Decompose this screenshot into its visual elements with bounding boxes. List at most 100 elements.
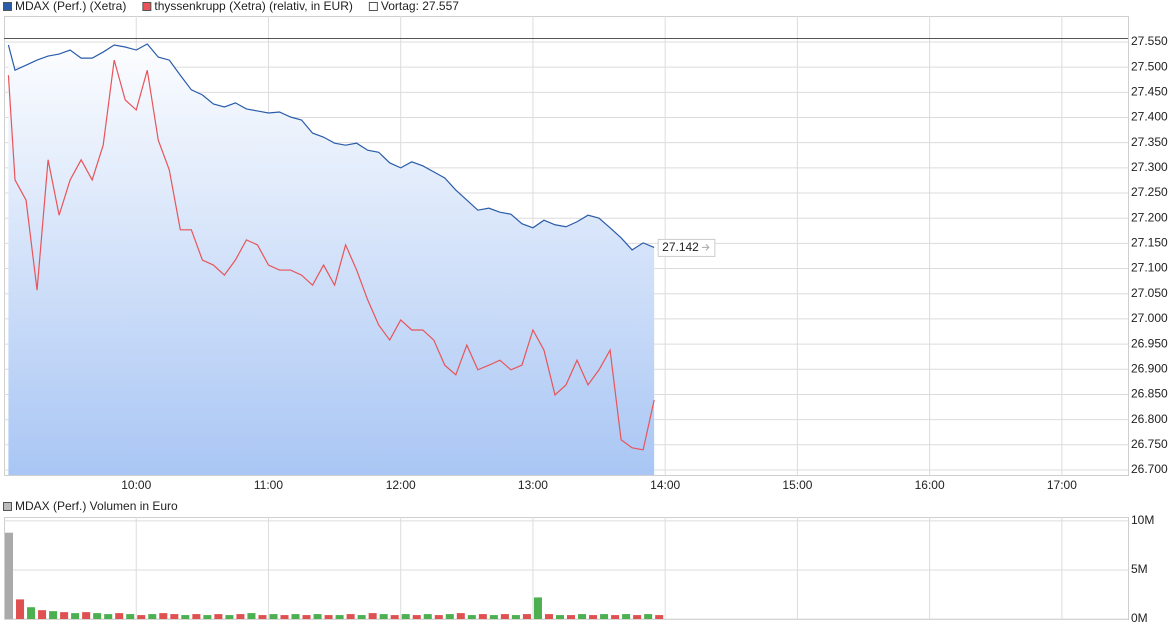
y-tick-label: 26.700 — [1131, 462, 1168, 476]
volume-bar — [82, 612, 91, 619]
volume-bar — [236, 614, 245, 619]
chart-title: MDAX (Perf.) Volumen in Euro — [15, 499, 178, 513]
volume-bar — [104, 614, 113, 619]
volume-bar — [126, 614, 135, 619]
y-tick-label: 27.300 — [1131, 160, 1168, 174]
volume-bar — [467, 615, 476, 619]
volume-bar — [269, 614, 278, 619]
area — [8, 43, 655, 475]
volume-bar — [555, 615, 564, 619]
volume-bar — [423, 614, 432, 619]
volume-bar — [533, 597, 542, 619]
volume-bar — [335, 615, 344, 619]
volume-bar — [16, 599, 25, 619]
volume-bar — [49, 611, 58, 619]
x-tick-label: 14:00 — [650, 478, 680, 492]
volume-bar — [412, 615, 421, 619]
y-tick-label: 27.100 — [1131, 261, 1168, 275]
line — [7, 43, 655, 251]
volume-bar — [511, 615, 520, 619]
volume-bar — [313, 614, 322, 619]
y-tick-label: 26.950 — [1131, 336, 1168, 350]
volume-bar — [401, 614, 410, 619]
volume-bar — [434, 615, 443, 619]
volume-bar — [203, 615, 212, 619]
y-tick-label: 27.350 — [1131, 135, 1168, 149]
volume-bar — [214, 614, 223, 619]
volume-bar — [578, 614, 587, 619]
x-tick-label: 16:00 — [915, 478, 945, 492]
volume-bar — [456, 613, 465, 619]
volume-bar — [38, 610, 47, 619]
volume-bar — [192, 614, 201, 619]
y-tick-label: 27.400 — [1131, 110, 1168, 124]
volume-bar — [368, 613, 377, 619]
y-tick-label: 27.500 — [1131, 59, 1168, 73]
volume-bar — [27, 607, 36, 619]
volume-bar — [567, 615, 576, 619]
volume-bar — [247, 613, 256, 619]
volume-bar — [148, 614, 157, 619]
y-tick-label: 5M — [1131, 562, 1148, 576]
volume-bar — [589, 615, 598, 619]
y-tick-label: 27.050 — [1131, 286, 1168, 300]
volume-bar — [60, 612, 69, 619]
volume-bar — [225, 615, 234, 619]
volume-bar — [159, 613, 168, 619]
legend-swatch — [142, 2, 152, 11]
volume-bar — [655, 615, 664, 619]
volume-bar — [71, 613, 80, 619]
x-tick-label: 11:00 — [254, 478, 283, 492]
volume-bar — [302, 615, 311, 619]
volume-bar — [280, 615, 289, 619]
volume-bar — [137, 615, 146, 619]
volume-bar — [489, 615, 498, 619]
y-tick-label: 27.250 — [1131, 185, 1168, 199]
volume-bar — [346, 614, 355, 619]
volume-bar — [622, 614, 631, 619]
legend-swatch — [3, 2, 12, 11]
volume-bar — [500, 614, 509, 619]
y-tick-label: 27.150 — [1131, 236, 1168, 250]
legend-label: MDAX (Perf.) (Xetra) — [15, 0, 126, 13]
reference-label: Vortag: 27.557 — [381, 0, 459, 13]
y-tick-label: 10M — [1131, 513, 1154, 527]
volume-bar — [600, 614, 609, 619]
y-tick-label: 26.900 — [1131, 361, 1168, 375]
x-tick-label: 10:00 — [121, 478, 151, 492]
y-tick-label: 27.000 — [1131, 311, 1168, 325]
legend-label: thyssenkrupp (Xetra) (relativ, in EUR) — [154, 0, 353, 13]
legend-swatch — [3, 502, 12, 511]
y-tick-label: 26.800 — [1131, 412, 1168, 426]
volume-bar — [115, 613, 124, 619]
volume-bar — [390, 615, 399, 619]
volume-bar — [170, 614, 179, 619]
volume-bar — [644, 614, 653, 619]
y-tick-label: 27.450 — [1131, 85, 1168, 99]
line — [7, 59, 655, 451]
volume-bar — [445, 614, 454, 619]
volume-bar — [93, 613, 102, 619]
volume-bar — [611, 615, 620, 619]
x-tick-label: 17:00 — [1047, 478, 1077, 492]
x-tick-label: 12:00 — [386, 478, 416, 492]
volume-bar — [324, 615, 333, 619]
price-plot-frame — [4, 16, 1129, 476]
volume-bar — [522, 614, 531, 619]
volume-bar — [379, 614, 388, 619]
volume-bar — [5, 532, 14, 619]
last-value-label: 27.142 — [662, 240, 699, 254]
volume-bar — [258, 615, 267, 619]
y-tick-label: 27.200 — [1131, 210, 1168, 224]
x-tick-label: 15:00 — [782, 478, 812, 492]
volume-bar — [181, 615, 190, 619]
last-value-box — [657, 238, 716, 257]
x-tick-label: 13:00 — [518, 478, 548, 492]
y-tick-label: 27.550 — [1131, 34, 1168, 48]
arrow-icon — [701, 244, 710, 251]
volume-plot-frame — [4, 517, 1129, 620]
volume-bar — [291, 614, 300, 619]
y-tick-label: 26.750 — [1131, 437, 1168, 451]
volume-bar — [633, 615, 642, 619]
